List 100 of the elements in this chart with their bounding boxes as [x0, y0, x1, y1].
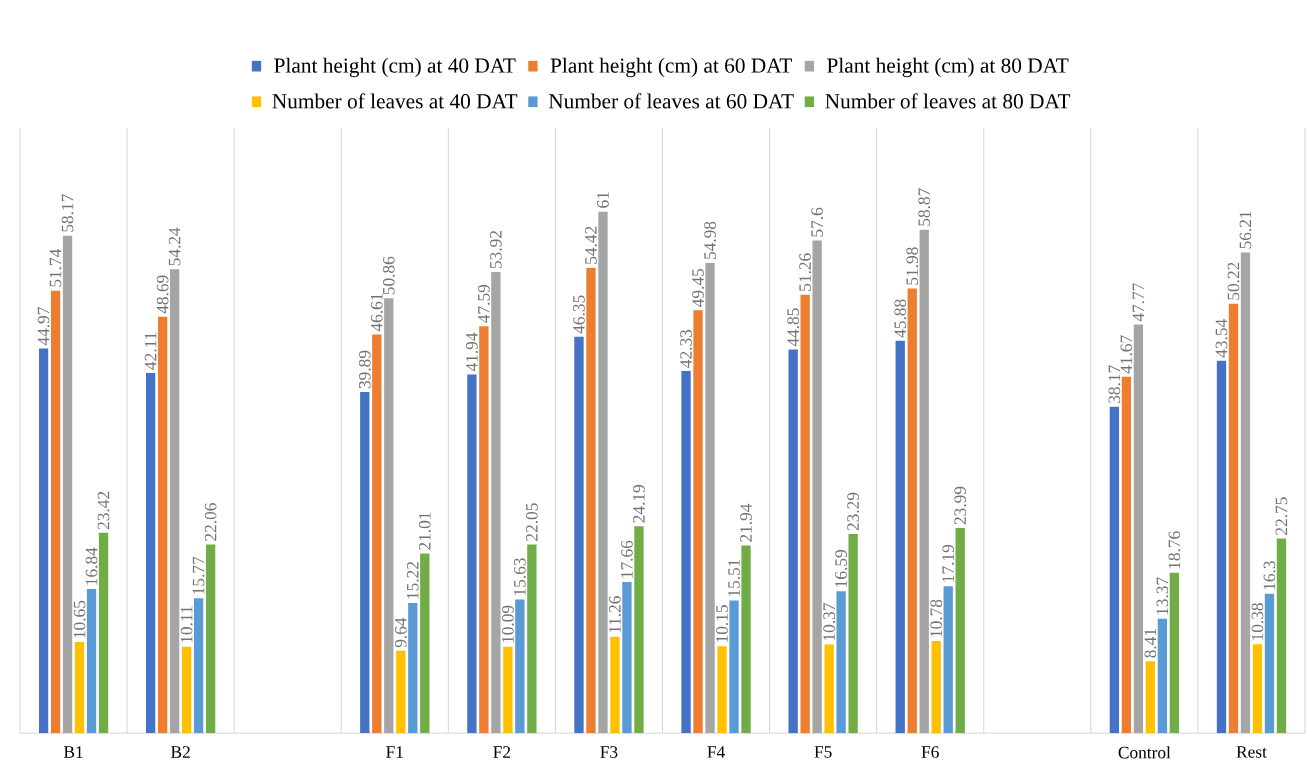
- bar: [836, 591, 846, 733]
- legend-label: Plant height (cm) at 60 DAT: [550, 57, 792, 77]
- data-label: 16.59: [835, 549, 847, 587]
- bar: [1145, 660, 1156, 733]
- data-label: 24.19: [633, 484, 645, 523]
- bar: [157, 316, 168, 733]
- data-label: 58.17: [61, 193, 74, 232]
- bar: [145, 372, 156, 733]
- bar: [812, 240, 822, 733]
- legend-label: Number of leaves at 60 DAT: [548, 93, 794, 109]
- bar: [848, 533, 858, 733]
- bar: [372, 334, 382, 733]
- bar: [705, 262, 715, 733]
- bar: [895, 340, 905, 733]
- bar: [1216, 360, 1227, 733]
- x-tick-label: F4: [707, 745, 725, 758]
- data-label: 50.22: [1227, 262, 1240, 300]
- bar: [1252, 644, 1263, 733]
- data-label: 15.63: [514, 557, 526, 595]
- bar: [515, 599, 525, 733]
- bar: [408, 602, 418, 733]
- bar: [1109, 406, 1120, 733]
- data-label: 56.21: [1239, 211, 1252, 249]
- data-label: 15.77: [192, 556, 205, 594]
- data-label: 10.38: [1251, 602, 1264, 640]
- bar: [193, 598, 204, 733]
- data-label: 10.37: [823, 602, 836, 640]
- bar: [586, 267, 596, 733]
- data-label: 22.75: [1275, 497, 1288, 535]
- data-label: 49.45: [692, 268, 704, 307]
- x-tick-label: Control: [1118, 745, 1171, 759]
- bar: [360, 391, 370, 733]
- bar: [1276, 538, 1287, 733]
- bar: [1240, 252, 1251, 733]
- bar: [598, 211, 608, 733]
- data-label: 10.65: [73, 600, 86, 638]
- bar: [693, 309, 703, 733]
- legend-label: Number of leaves at 40 DAT: [272, 93, 518, 109]
- data-label: 18.76: [1168, 531, 1181, 569]
- bar: [943, 585, 953, 733]
- bar: [527, 544, 537, 733]
- x-tick-label: F5: [814, 745, 832, 758]
- data-label: 23.29: [847, 492, 859, 531]
- x-tick-label: F6: [921, 745, 939, 758]
- bar: [98, 532, 109, 733]
- bar: [741, 545, 751, 733]
- data-label: 9.64: [394, 617, 407, 647]
- x-tick-label: B1: [63, 745, 83, 758]
- bar: [610, 636, 620, 733]
- data-label: 54.42: [585, 226, 597, 264]
- data-label: 54.98: [704, 221, 716, 259]
- bar: [574, 336, 584, 733]
- data-label: 10.15: [716, 604, 728, 642]
- bar: [955, 527, 965, 733]
- bar: [420, 553, 430, 733]
- data-label: 23.42: [97, 491, 110, 529]
- data-label: 47.77: [1132, 282, 1145, 322]
- bar: [50, 290, 61, 733]
- legend-label: Number of leaves at 80 DAT: [825, 93, 1071, 109]
- bar: [931, 640, 941, 733]
- bar: [169, 269, 180, 733]
- data-label: 10.78: [930, 599, 943, 637]
- bar: [788, 349, 798, 733]
- data-label: 47.59: [478, 284, 490, 323]
- data-label: 17.66: [621, 540, 633, 578]
- data-label: 22.06: [204, 502, 217, 541]
- bar: [729, 600, 739, 733]
- data-label: 46.61: [370, 293, 383, 332]
- bar: [1169, 572, 1180, 733]
- bar: [919, 229, 929, 733]
- bar: [396, 650, 406, 733]
- bar: [1157, 618, 1168, 733]
- bar: [717, 646, 727, 733]
- data-label: 44.85: [787, 308, 800, 347]
- bar: [503, 646, 513, 733]
- bar: [634, 526, 644, 733]
- data-label: 21.01: [418, 512, 431, 550]
- data-label: 15.22: [406, 561, 419, 599]
- data-label: 10.09: [502, 605, 514, 643]
- bar: [1121, 376, 1132, 733]
- bar: [800, 294, 810, 733]
- bar: [479, 325, 489, 733]
- data-label: 41.67: [1120, 335, 1133, 374]
- data-label: 42.11: [144, 332, 157, 370]
- data-label: 16.84: [85, 547, 98, 585]
- bar: [1264, 593, 1275, 733]
- data-label: 54.24: [168, 227, 181, 266]
- data-label: 51.26: [799, 253, 811, 291]
- data-label: 44.97: [37, 306, 50, 346]
- legend-label: Plant height (cm) at 40 DAT: [274, 57, 516, 77]
- data-label: 51.74: [49, 248, 62, 287]
- bar: [907, 288, 917, 733]
- data-label: 58.87: [918, 187, 931, 226]
- data-label: 57.6: [811, 207, 823, 237]
- x-tick-label: F2: [493, 745, 511, 758]
- bar: [62, 235, 73, 733]
- data-label: 48.69: [156, 275, 169, 314]
- data-label: 43.54: [1215, 318, 1228, 358]
- data-label: 50.86: [382, 256, 395, 294]
- bar: [491, 271, 501, 733]
